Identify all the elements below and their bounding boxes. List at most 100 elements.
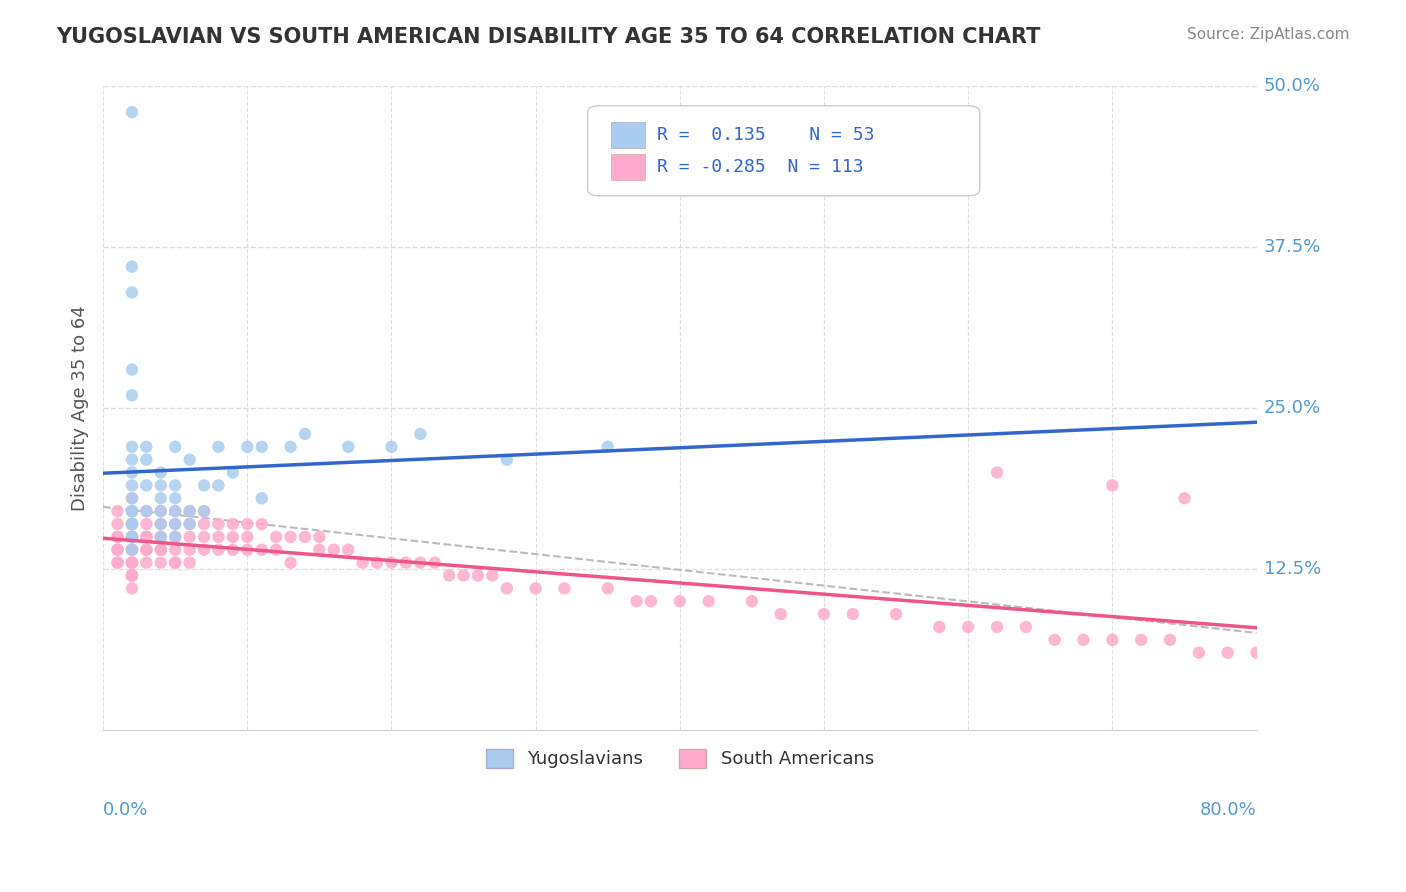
Point	[135, 556, 157, 570]
Point	[135, 478, 157, 492]
Point	[236, 542, 259, 557]
Point	[107, 542, 129, 557]
Point	[1216, 646, 1239, 660]
Point	[121, 440, 143, 454]
Point	[884, 607, 907, 621]
Point	[165, 491, 187, 506]
Text: 37.5%: 37.5%	[1264, 238, 1322, 256]
Point	[467, 568, 489, 582]
Point	[308, 530, 330, 544]
Point	[121, 530, 143, 544]
Point	[107, 542, 129, 557]
Point	[135, 516, 157, 531]
Point	[236, 530, 259, 544]
Point	[207, 542, 229, 557]
Point	[1188, 646, 1211, 660]
Point	[280, 530, 302, 544]
Point	[1159, 632, 1181, 647]
Point	[236, 440, 259, 454]
Point	[697, 594, 720, 608]
Point	[294, 530, 316, 544]
Point	[813, 607, 835, 621]
Point	[222, 466, 245, 480]
Point	[121, 530, 143, 544]
Point	[121, 556, 143, 570]
Point	[121, 516, 143, 531]
Point	[1015, 620, 1038, 634]
Point	[135, 530, 157, 544]
Point	[640, 594, 662, 608]
Point	[121, 556, 143, 570]
Point	[165, 504, 187, 518]
Point	[250, 516, 273, 531]
Point	[207, 530, 229, 544]
Point	[380, 556, 402, 570]
Point	[165, 478, 187, 492]
Point	[135, 542, 157, 557]
Point	[165, 556, 187, 570]
Point	[741, 594, 763, 608]
Point	[121, 504, 143, 518]
Text: Source: ZipAtlas.com: Source: ZipAtlas.com	[1187, 27, 1350, 42]
Point	[135, 504, 157, 518]
Text: R =  0.135    N = 53: R = 0.135 N = 53	[657, 126, 875, 144]
Point	[121, 516, 143, 531]
Point	[121, 504, 143, 518]
Point	[149, 504, 172, 518]
Point	[337, 542, 360, 557]
Point	[524, 582, 547, 596]
Point	[121, 542, 143, 557]
Point	[135, 440, 157, 454]
Point	[986, 466, 1008, 480]
Point	[1043, 632, 1066, 647]
Point	[337, 440, 360, 454]
Point	[135, 542, 157, 557]
Point	[121, 504, 143, 518]
Point	[121, 516, 143, 531]
Point	[280, 556, 302, 570]
Point	[135, 530, 157, 544]
Point	[928, 620, 950, 634]
Point	[121, 530, 143, 544]
Text: 50.0%: 50.0%	[1264, 78, 1320, 95]
Point	[957, 620, 980, 634]
Point	[193, 504, 215, 518]
Point	[107, 530, 129, 544]
Point	[409, 426, 432, 441]
Text: 0.0%: 0.0%	[103, 801, 149, 819]
Point	[453, 568, 475, 582]
Point	[250, 440, 273, 454]
Point	[236, 516, 259, 531]
Point	[121, 582, 143, 596]
Point	[193, 504, 215, 518]
Point	[179, 556, 201, 570]
Point	[207, 440, 229, 454]
Point	[437, 568, 460, 582]
Point	[121, 260, 143, 274]
Point	[1246, 646, 1268, 660]
Point	[149, 478, 172, 492]
Point	[165, 542, 187, 557]
Point	[135, 504, 157, 518]
Point	[121, 556, 143, 570]
Point	[395, 556, 418, 570]
FancyBboxPatch shape	[588, 106, 980, 196]
Bar	[610, 154, 645, 180]
Point	[481, 568, 503, 582]
Point	[207, 478, 229, 492]
Text: 80.0%: 80.0%	[1199, 801, 1257, 819]
Point	[121, 568, 143, 582]
Point	[1101, 632, 1123, 647]
Point	[165, 440, 187, 454]
Point	[121, 516, 143, 531]
Point	[264, 530, 287, 544]
Point	[149, 542, 172, 557]
Point	[409, 556, 432, 570]
Point	[193, 478, 215, 492]
Point	[842, 607, 865, 621]
Point	[149, 491, 172, 506]
Point	[121, 285, 143, 300]
Text: 12.5%: 12.5%	[1264, 560, 1322, 578]
Point	[121, 516, 143, 531]
Point	[121, 568, 143, 582]
